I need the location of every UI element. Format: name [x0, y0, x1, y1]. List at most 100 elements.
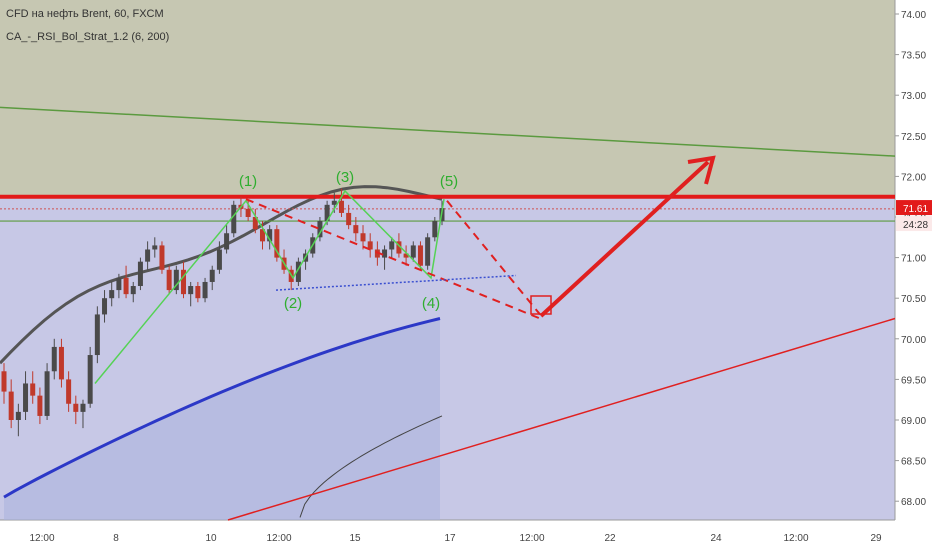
candle-body [410, 245, 416, 258]
x-tick-label: 24 [710, 533, 722, 544]
candle-body [195, 286, 201, 299]
candle-body [181, 269, 187, 295]
upper-zone [0, 0, 895, 197]
candle-body [324, 204, 330, 222]
candle-body [116, 277, 122, 291]
candle-body [252, 217, 258, 230]
ma-shade [4, 318, 440, 520]
y-tick-label: 69.50 [901, 375, 926, 386]
y-tick-label: 69.00 [901, 416, 926, 427]
red-trendline [227, 317, 896, 521]
candle-body [102, 298, 108, 315]
candle-body [216, 249, 222, 270]
countdown-badge [896, 216, 932, 232]
candle-body [209, 269, 215, 282]
candle-body [295, 261, 301, 282]
lower-band [299, 415, 443, 518]
candle-body [389, 241, 395, 250]
x-tick-label: 12:00 [29, 533, 54, 544]
candle-body [137, 261, 143, 287]
wave-label: (2) [284, 295, 302, 312]
y-tick-label: 72.50 [901, 132, 926, 143]
candle-body [51, 346, 57, 372]
candle-body [188, 286, 194, 295]
candle-body [245, 208, 251, 217]
candle-body [274, 229, 280, 258]
x-tick-label: 22 [604, 533, 616, 544]
x-tick-label: 15 [349, 533, 361, 544]
candle-body [382, 249, 388, 258]
y-tick-label: 68.00 [901, 497, 926, 508]
candle-body [80, 403, 86, 412]
candle-body [173, 269, 179, 291]
wave-label: (1) [239, 173, 257, 190]
candle-body [346, 212, 352, 226]
x-tick-label: 17 [444, 533, 456, 544]
candle-body [37, 395, 43, 416]
candle-body [231, 204, 237, 234]
y-tick-label: 70.00 [901, 335, 926, 346]
candle-body [396, 241, 402, 254]
wave-label: (4) [422, 295, 440, 312]
y-tick-label: 68.50 [901, 457, 926, 468]
candle-body [145, 249, 151, 262]
candle-body [1, 371, 7, 392]
wave-label: (3) [336, 169, 354, 186]
countdown-label: 24:28 [903, 220, 928, 231]
candle-body [123, 277, 129, 295]
candle-body [94, 314, 100, 356]
upper-band [0, 185, 443, 365]
x-tick-label: 12:00 [783, 533, 808, 544]
candle-body [317, 221, 323, 238]
candle-body [8, 391, 14, 420]
candle-body [417, 245, 423, 266]
y-tick-label: 71.00 [901, 254, 926, 265]
candle-body [66, 379, 72, 404]
forecast-arrow-head [687, 155, 716, 185]
candle-body [353, 225, 359, 234]
candle-body [87, 355, 93, 404]
candle-body [432, 221, 438, 238]
candle-body [331, 200, 337, 205]
x-tick-label: 12:00 [519, 533, 544, 544]
candle-body [267, 229, 273, 242]
y-tick-label: 72.00 [901, 172, 926, 183]
candle-body [130, 286, 136, 295]
wave-label: (5) [440, 173, 458, 190]
candle-body [166, 269, 172, 291]
candle-body [338, 200, 344, 213]
moving-average-line [3, 317, 441, 499]
candle-body [425, 237, 431, 266]
forecast-arrow [539, 160, 710, 318]
projection-dashed-line [446, 200, 541, 316]
candle-body [367, 241, 373, 250]
chart-title: CFD на нефть Brent, 60, FXCM [6, 8, 164, 20]
candle-body [58, 346, 64, 380]
candle-body [159, 245, 165, 270]
y-tick-label: 74.00 [901, 10, 926, 21]
current-price-badge [896, 200, 932, 216]
indicator-label: CA_-_RSI_Bol_Strat_1.2 (6, 200) [6, 31, 170, 43]
x-tick-label: 12:00 [266, 533, 291, 544]
candle-body [152, 245, 158, 250]
candle-body [259, 229, 265, 242]
wave-support-dotted [275, 274, 517, 291]
y-tick-label: 73.00 [901, 91, 926, 102]
wave-channel-line [245, 198, 541, 320]
current-price-label: 71.61 [903, 204, 928, 215]
candle-body [360, 233, 366, 242]
candle-body [30, 383, 36, 396]
x-tick-label: 10 [205, 533, 217, 544]
x-tick-label: 29 [870, 533, 882, 544]
candle-body [202, 281, 208, 299]
candle-body [109, 290, 115, 299]
candle-body [224, 233, 230, 250]
y-tick-label: 73.50 [901, 51, 926, 62]
candle-body [73, 403, 79, 412]
candle-body [44, 371, 50, 416]
y-tick-label: 70.50 [901, 294, 926, 305]
candle-body [23, 383, 29, 412]
candle-body [403, 253, 409, 258]
